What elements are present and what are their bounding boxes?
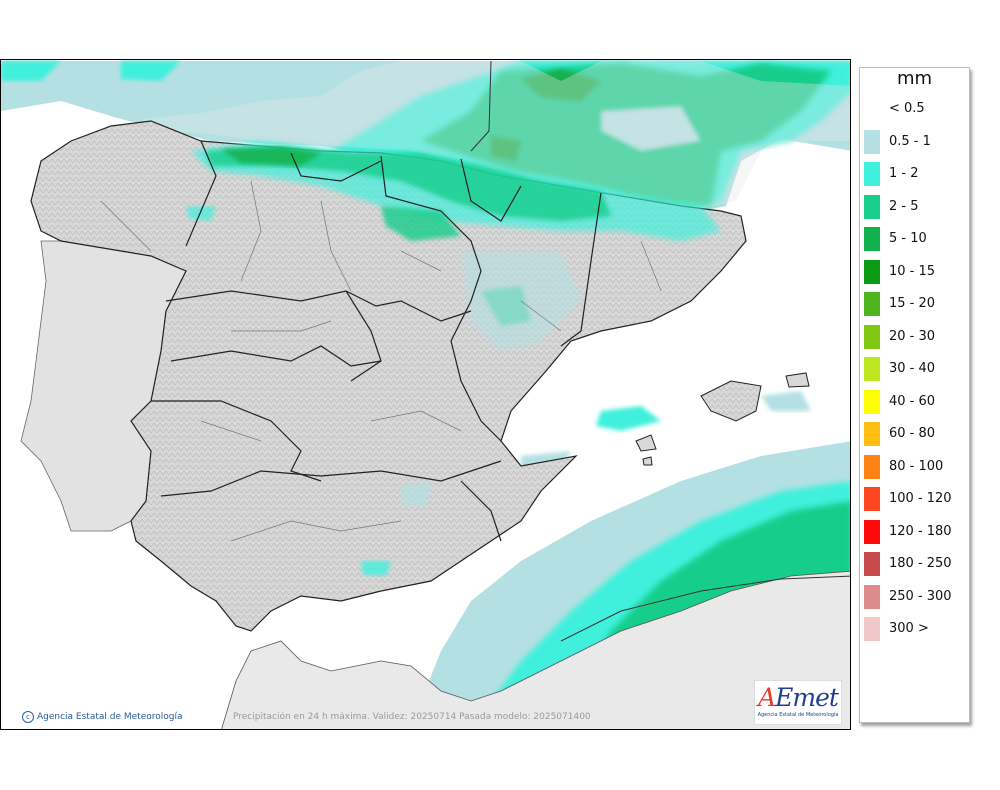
- legend-swatch: [864, 389, 880, 414]
- map-canvas: [1, 60, 850, 729]
- legend-label: 60 - 80: [889, 426, 936, 441]
- legend-swatch: [864, 552, 880, 576]
- copyright-notice: c Agencia Estatal de Meteorología: [22, 711, 183, 723]
- legend-label: 250 - 300: [889, 588, 952, 604]
- legend-unit: mm: [896, 68, 933, 89]
- legend-label: 180 - 250: [889, 556, 952, 571]
- logo-brand: AEmet: [758, 683, 839, 712]
- legend-label: 80 - 100: [889, 458, 944, 474]
- legend-label: 15 - 20: [889, 296, 936, 311]
- legend-label: 5 - 10: [889, 231, 927, 246]
- province-borders: [100, 180, 662, 542]
- aemet-logo: AEmet Agencia Estatal de Meteorología: [754, 680, 842, 725]
- logo-subtitle: Agencia Estatal de Meteorología: [757, 712, 839, 718]
- legend-label: 120 - 180: [889, 523, 952, 539]
- legend-label: 30 - 40: [889, 361, 936, 376]
- france-border-line: [470, 60, 492, 152]
- legend-swatch: [864, 259, 880, 284]
- legend-swatch: [864, 617, 880, 641]
- legend-swatch: [864, 584, 880, 609]
- legend-swatch: [864, 422, 880, 446]
- map-caption: Precipitación en 24 h máxima. Validez: 2…: [233, 712, 591, 722]
- copyright-icon: c: [22, 711, 34, 723]
- legend-swatch: [864, 454, 880, 479]
- legend-label: 300 >: [889, 621, 929, 636]
- community-borders: [151, 140, 602, 542]
- legend-swatch: [864, 487, 880, 511]
- legend-swatch: [864, 129, 880, 154]
- legend-label: 40 - 60: [889, 393, 936, 409]
- legend-swatch: [864, 194, 880, 219]
- africa-coast-line: [560, 575, 850, 642]
- legend-swatch: [864, 97, 880, 121]
- legend-label: 20 - 30: [889, 328, 936, 344]
- france: [141, 61, 850, 209]
- legend-label: 1 - 2: [889, 166, 919, 181]
- precipitation-map: [0, 59, 851, 730]
- legend-label: < 0.5: [889, 101, 925, 116]
- legend-swatch: [864, 357, 880, 381]
- legend-label: 2 - 5: [889, 198, 919, 214]
- precip-north-sea: [1, 61, 850, 213]
- legend-swatch: [864, 162, 880, 186]
- balearic-islands: [635, 372, 810, 466]
- legend-label: 10 - 15: [889, 263, 936, 279]
- legend-label: 100 - 120: [889, 491, 952, 506]
- legend-swatch: [864, 324, 880, 349]
- legend-swatch: [864, 227, 880, 251]
- legend-swatch: [864, 292, 880, 316]
- legend-swatch: [864, 519, 880, 544]
- legend-label: 0.5 - 1: [889, 133, 931, 149]
- precipitation-legend: mm < 0.5 0.5 - 1 1 - 2 2 - 5 5 - 10 10 - 15 15…: [859, 67, 970, 723]
- copyright-text: Agencia Estatal de Meteorología: [37, 712, 183, 722]
